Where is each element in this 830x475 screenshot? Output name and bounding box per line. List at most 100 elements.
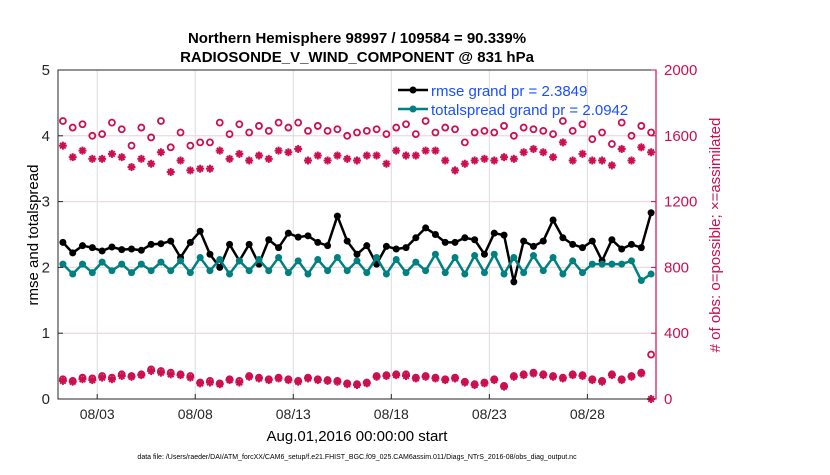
asterisk-stroke bbox=[569, 156, 577, 164]
data-point bbox=[186, 269, 194, 277]
obs-assimilated-marker bbox=[176, 156, 185, 165]
obs-possible-marker bbox=[441, 123, 450, 132]
asterisk-stroke bbox=[412, 374, 420, 382]
asterisk-stroke bbox=[69, 378, 77, 386]
data-point bbox=[471, 236, 479, 244]
asterisk-stroke bbox=[471, 156, 479, 164]
obs-assimilated-marker bbox=[558, 138, 567, 147]
data-point bbox=[539, 237, 547, 245]
asterisk-stroke bbox=[118, 153, 126, 161]
asterisk-stroke bbox=[245, 156, 253, 164]
obs-possible-marker bbox=[490, 128, 499, 137]
data-point bbox=[618, 245, 626, 253]
obs-possible-marker bbox=[500, 122, 508, 130]
obs-assimilated-marker bbox=[196, 379, 205, 388]
asterisk-stroke bbox=[559, 374, 567, 382]
obs-assimilated-marker bbox=[166, 370, 175, 379]
data-point bbox=[216, 263, 224, 271]
data-point bbox=[578, 269, 586, 277]
data-point bbox=[304, 232, 312, 240]
obs-assimilated-marker bbox=[353, 381, 361, 390]
obs-assimilated-marker bbox=[411, 151, 420, 160]
obs-assimilated-marker bbox=[333, 151, 342, 160]
obs-assimilated-marker bbox=[88, 154, 97, 163]
asterisk-stroke bbox=[196, 165, 204, 173]
asterisk-stroke bbox=[627, 373, 635, 381]
asterisk-stroke bbox=[177, 156, 185, 164]
asterisk-stroke bbox=[539, 371, 547, 379]
data-point bbox=[147, 267, 155, 275]
asterisk-stroke bbox=[147, 367, 155, 375]
data-point bbox=[265, 236, 273, 244]
data-point bbox=[412, 258, 420, 266]
data-point bbox=[59, 238, 67, 246]
obs-assimilated-marker bbox=[245, 156, 254, 165]
asterisk-stroke bbox=[79, 375, 87, 383]
obs-assimilated-marker bbox=[58, 141, 67, 150]
obs-possible-marker bbox=[304, 126, 312, 135]
obs-assimilated-marker bbox=[215, 380, 224, 389]
asterisk-stroke bbox=[88, 155, 96, 163]
asterisk-stroke bbox=[422, 147, 430, 155]
asterisk-stroke bbox=[196, 379, 204, 387]
obs-assimilated-marker bbox=[617, 144, 626, 153]
asterisk-stroke bbox=[578, 372, 586, 380]
asterisk-stroke bbox=[510, 155, 518, 163]
obs-assimilated-marker bbox=[421, 372, 430, 381]
obs-possible-marker bbox=[353, 128, 361, 137]
obs-assimilated-marker bbox=[323, 376, 332, 385]
data-point bbox=[265, 267, 273, 275]
obs-assimilated-marker bbox=[264, 154, 273, 163]
data-point bbox=[314, 238, 322, 246]
asterisk-stroke bbox=[88, 376, 96, 384]
obs-possible-marker bbox=[313, 122, 322, 130]
asterisk-stroke bbox=[471, 381, 479, 389]
obs-assimilated-marker bbox=[451, 166, 460, 175]
obs-possible-marker bbox=[460, 138, 469, 147]
data-point bbox=[382, 270, 390, 278]
data-point bbox=[275, 244, 283, 252]
obs-possible-marker bbox=[392, 123, 401, 132]
asterisk-stroke bbox=[216, 147, 224, 155]
asterisk-stroke bbox=[255, 374, 263, 382]
obs-possible-marker bbox=[588, 135, 597, 143]
legend-label-spread: totalspread grand pr = 2.0942 bbox=[431, 102, 628, 119]
data-point bbox=[196, 227, 204, 235]
y-right-tick-label: 800 bbox=[664, 259, 689, 276]
data-point bbox=[451, 254, 459, 262]
asterisk-stroke bbox=[402, 372, 410, 380]
obs-assimilated-marker bbox=[441, 376, 450, 385]
data-point bbox=[500, 270, 508, 278]
asterisk-stroke bbox=[98, 374, 106, 382]
data-point bbox=[333, 254, 341, 262]
data-point bbox=[422, 224, 430, 232]
obs-possible-marker bbox=[245, 128, 254, 137]
data-point bbox=[98, 247, 106, 255]
asterisk-stroke bbox=[500, 383, 508, 391]
asterisk-stroke bbox=[529, 369, 537, 378]
obs-assimilated-marker bbox=[303, 156, 312, 165]
asterisk-stroke bbox=[520, 148, 528, 156]
obs-assimilated-marker bbox=[117, 153, 126, 162]
obs-possible-marker bbox=[362, 126, 371, 135]
asterisk-stroke bbox=[549, 373, 557, 381]
obs-possible-marker bbox=[343, 131, 352, 140]
obs-possible-marker bbox=[166, 143, 175, 152]
asterisk-stroke bbox=[137, 371, 145, 379]
asterisk-stroke bbox=[294, 145, 302, 153]
obs-assimilated-marker bbox=[500, 153, 509, 162]
x-tick-label: 08/18 bbox=[374, 406, 409, 422]
data-point bbox=[637, 244, 645, 252]
data-point bbox=[559, 270, 567, 278]
obs-assimilated-marker bbox=[156, 148, 165, 157]
asterisk-stroke bbox=[128, 373, 136, 381]
obs-assimilated-marker bbox=[98, 154, 107, 163]
asterisk-stroke bbox=[226, 155, 234, 163]
asterisk-stroke bbox=[363, 152, 371, 160]
data-point bbox=[588, 237, 596, 245]
asterisk-stroke bbox=[637, 369, 645, 378]
obs-assimilated-marker bbox=[637, 143, 646, 152]
asterisk-stroke bbox=[343, 155, 351, 163]
data-point bbox=[167, 267, 175, 275]
